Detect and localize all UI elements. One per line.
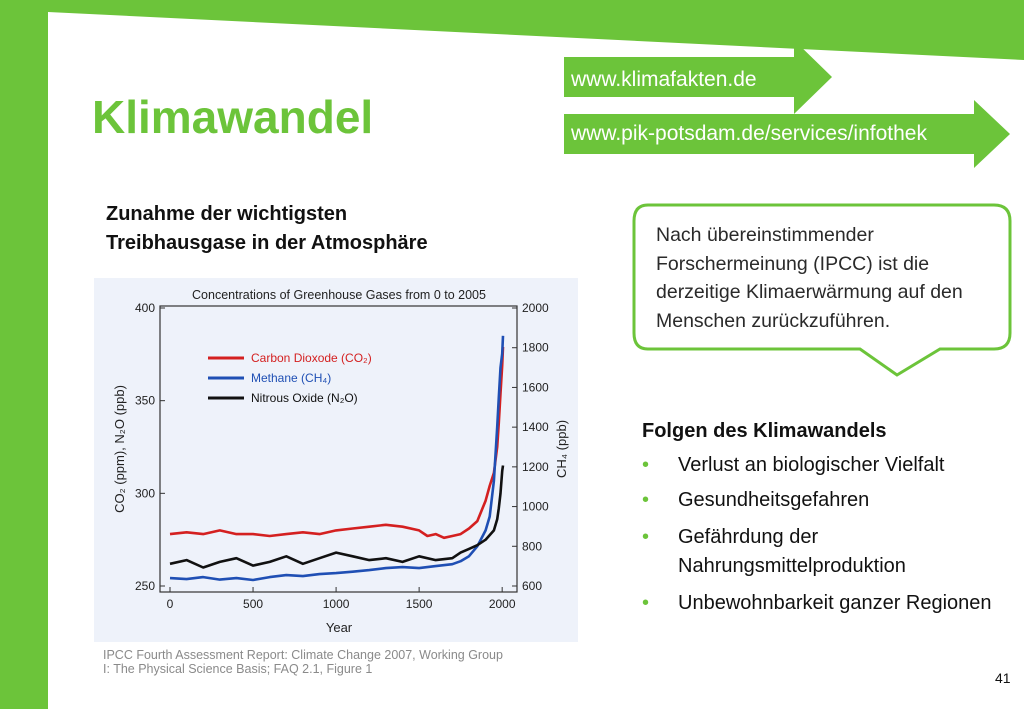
list-item-text: Verlust an biologischer Vielfalt: [678, 454, 945, 476]
source-citation: IPCC Fourth Assessment Report: Climate C…: [103, 648, 503, 676]
list-item: • Gefährdung der Nahrungsmittelproduktion: [642, 523, 1012, 581]
y-tick-label-left: 350: [135, 394, 155, 408]
list-item: • Gesundheitsgefahren: [642, 488, 1012, 513]
speech-bubble: [632, 203, 1012, 377]
y-tick-label-right: 1800: [522, 341, 549, 355]
y-tick-label-right: 2000: [522, 301, 549, 315]
consequences-heading: Folgen des Klimawandels: [642, 420, 887, 442]
chart-heading-line2: Treibhausgase in der Atmosphäre: [106, 232, 428, 254]
list-item-text: Gesundheitsgefahren: [678, 489, 870, 511]
bullet-icon: •: [642, 489, 650, 511]
plot-frame: [159, 305, 518, 593]
chart-heading: Zunahme der wichtigsten Treibhausgase in…: [106, 200, 428, 258]
link-arrow-2[interactable]: [564, 100, 1014, 168]
link-klimafakten[interactable]: www.klimafakten.de: [571, 68, 757, 91]
y-tick-label-right: 1000: [522, 500, 549, 514]
series-line-2: [169, 465, 505, 569]
y-axis-label-left: CO₂ (ppm), N₂O (ppb): [112, 385, 127, 513]
y-tick-label-right: 800: [522, 539, 542, 553]
legend-label: Methane (CH₄): [251, 371, 331, 385]
x-axis-label: Year: [326, 620, 353, 635]
x-tick-label: 500: [243, 597, 263, 611]
chart-panel: Concentrations of Greenhouse Gases from …: [94, 278, 578, 642]
callout-text: Nach übereinstimmender Forschermeinung (…: [656, 224, 963, 332]
link-pik-potsdam[interactable]: www.pik-potsdam.de/services/infothek: [571, 122, 927, 145]
y-tick-label-left: 250: [135, 579, 155, 593]
consequences-block: Folgen des Klimawandels • Verlust an biol…: [642, 420, 1012, 626]
y-tick-label-right: 1200: [522, 460, 549, 474]
bullet-icon: •: [642, 526, 650, 548]
y-axis-label-right: CH₄ (ppb): [554, 420, 569, 478]
y-tick-label-right: 600: [522, 579, 542, 593]
slide-title: Klimawandel: [92, 91, 374, 143]
list-item-text: Gefährdung der Nahrungsmittelproduktion: [678, 526, 906, 577]
series-line-1: [169, 335, 505, 582]
list-item: • Unbewohnbarkeit ganzer Regionen: [642, 591, 1012, 616]
chart-title: Concentrations of Greenhouse Gases from …: [192, 288, 486, 302]
chart-heading-line1: Zunahme der wichtigsten: [106, 203, 348, 225]
consequences-list: • Verlust an biologischer Vielfalt • Gesun…: [642, 453, 1012, 616]
x-tick-label: 2000: [489, 597, 516, 611]
x-tick-label: 1000: [323, 597, 350, 611]
legend-label: Carbon Dioxode (CO₂): [251, 351, 372, 365]
greenhouse-gas-chart: Concentrations of Greenhouse Gases from …: [112, 288, 569, 635]
page-number: 41: [995, 670, 1011, 686]
y-tick-label-right: 1600: [522, 380, 549, 394]
y-tick-label-right: 1400: [522, 420, 549, 434]
bullet-icon: •: [642, 454, 650, 476]
list-item-text: Unbewohnbarkeit ganzer Regionen: [678, 592, 992, 614]
legend-label: Nitrous Oxide (N₂O): [251, 391, 358, 405]
series-line-0: [169, 346, 505, 540]
bullet-icon: •: [642, 592, 650, 614]
x-tick-label: 1500: [406, 597, 433, 611]
link-arrow-1[interactable]: [564, 40, 834, 114]
x-tick-label: 0: [167, 597, 174, 611]
y-tick-label-left: 300: [135, 486, 155, 500]
list-item: • Verlust an biologischer Vielfalt: [642, 453, 1012, 478]
y-tick-label-left: 400: [135, 301, 155, 315]
